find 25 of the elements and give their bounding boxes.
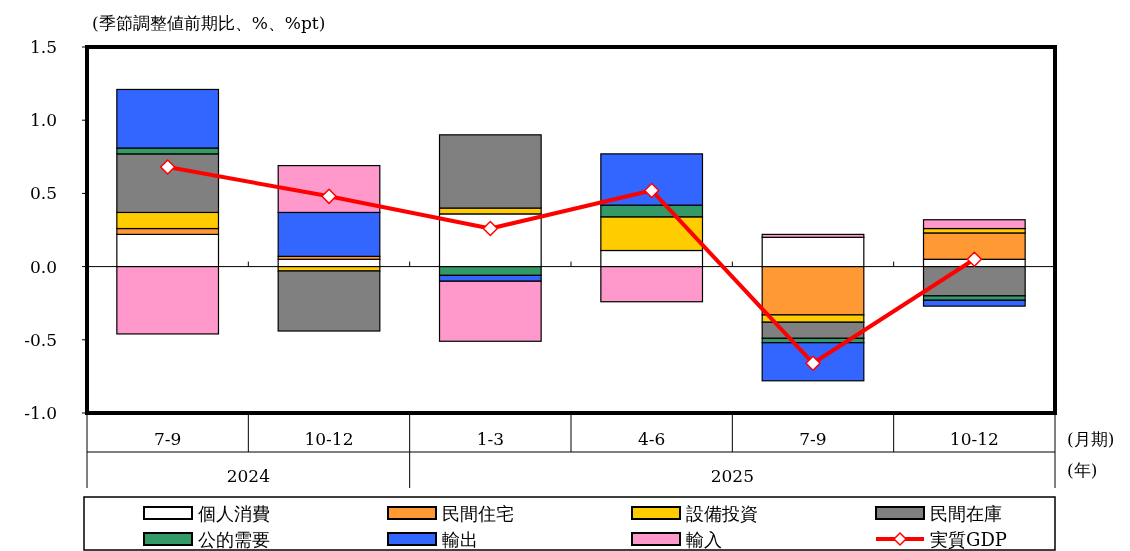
y-tick-label: -1.0: [24, 403, 57, 423]
legend-label: 民間在庫: [930, 503, 1002, 524]
legend-label: 公的需要: [198, 529, 270, 550]
legend-label: 輸入: [686, 529, 722, 550]
text: 2025: [710, 466, 754, 486]
x-tick-label: 10-12: [949, 429, 999, 449]
y-tick-label: 0.0: [29, 256, 57, 277]
x-tick-label: 7-9: [799, 429, 827, 449]
y-tick-label: 1.0: [29, 110, 57, 131]
x-tick-label: 10-12: [304, 429, 354, 449]
legend-label: 輸出: [442, 529, 478, 550]
y-tick-label: 1.5: [29, 37, 57, 57]
text: (年): [1067, 460, 1098, 480]
legend-label: 個人消費: [198, 503, 270, 524]
x-tick-label: 7-9: [153, 429, 182, 449]
y-tick-label: 0.5: [29, 183, 57, 204]
y-axis-title: (季節調整値前期比、%、%pt): [92, 13, 326, 33]
legend-label: 実質GDP: [930, 529, 1007, 550]
x-axis-title: (月期): [1067, 429, 1115, 449]
legend-label: 民間住宅: [442, 503, 514, 524]
legend-label: 設備投資: [686, 503, 758, 524]
text: 2024: [226, 466, 270, 486]
x-tick-label: 1-3: [476, 429, 505, 449]
y-tick-label: -0.5: [24, 329, 57, 350]
x-tick-label: 4-6: [637, 429, 666, 449]
